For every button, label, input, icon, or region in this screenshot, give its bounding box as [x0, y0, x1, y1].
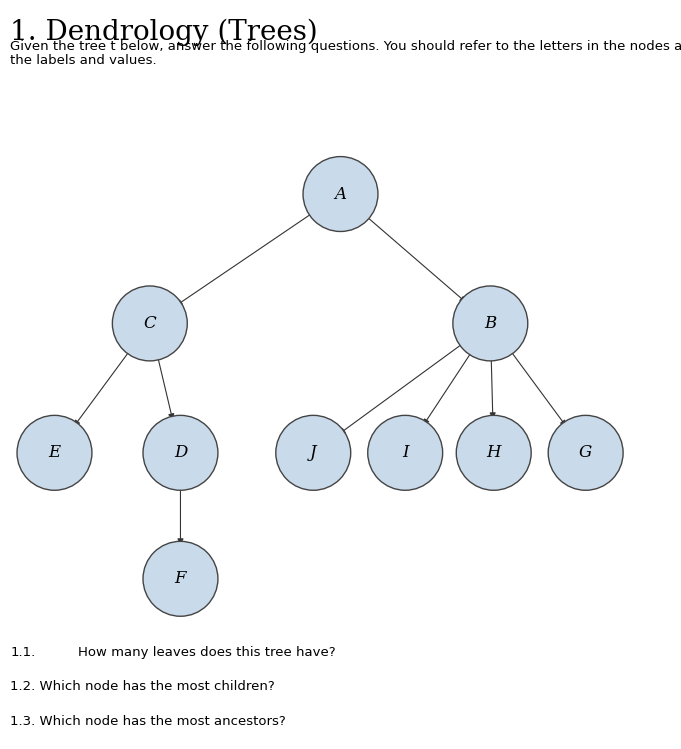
Text: 1.2. Which node has the most children?: 1.2. Which node has the most children?	[10, 680, 275, 693]
Circle shape	[143, 416, 218, 491]
Text: How many leaves does this tree have?: How many leaves does this tree have?	[78, 646, 336, 658]
Text: J: J	[310, 444, 317, 461]
Circle shape	[112, 286, 187, 361]
Text: G: G	[579, 444, 592, 461]
Circle shape	[143, 542, 218, 616]
Text: I: I	[402, 444, 409, 461]
Text: H: H	[486, 444, 501, 461]
Circle shape	[548, 416, 623, 491]
Text: C: C	[144, 315, 156, 332]
Text: Given the tree t below, answer the following questions. You should refer to the : Given the tree t below, answer the follo…	[10, 40, 681, 53]
Text: the labels and values.: the labels and values.	[10, 54, 157, 67]
Text: 1.1.: 1.1.	[10, 646, 35, 658]
Circle shape	[303, 157, 378, 231]
Text: B: B	[484, 315, 496, 332]
Circle shape	[453, 286, 528, 361]
Text: F: F	[175, 570, 186, 587]
Text: 1. Dendrology (Trees): 1. Dendrology (Trees)	[10, 19, 318, 46]
Text: E: E	[48, 444, 61, 461]
Circle shape	[456, 416, 531, 491]
Text: D: D	[174, 444, 187, 461]
Circle shape	[276, 416, 351, 491]
Circle shape	[17, 416, 92, 491]
Text: A: A	[334, 186, 347, 202]
Text: 1.3. Which node has the most ancestors?: 1.3. Which node has the most ancestors?	[10, 715, 286, 727]
Circle shape	[368, 416, 443, 491]
